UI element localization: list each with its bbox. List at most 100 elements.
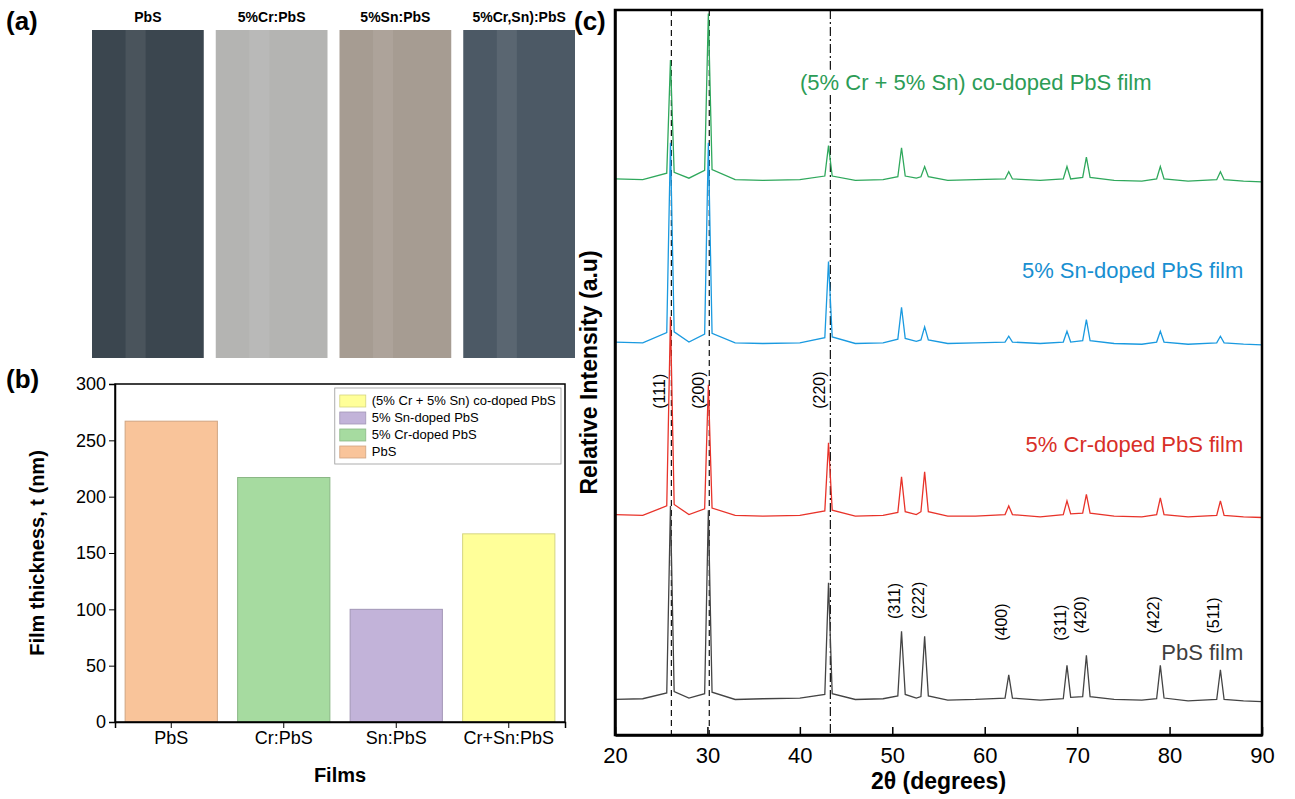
peak-label: (511) bbox=[1205, 597, 1222, 633]
panel-letter: (c) bbox=[574, 6, 606, 36]
peak-label: (311) bbox=[886, 583, 903, 619]
peak-label: (111) bbox=[651, 374, 668, 409]
x-axis-tick-mark bbox=[1169, 727, 1171, 735]
x-axis-tick: PbS bbox=[154, 722, 188, 748]
y-axis bbox=[615, 11, 616, 736]
x-axis: PbSCr:PbSSn:PbSCr+Sn:PbS bbox=[116, 722, 566, 748]
x-axis-tick-mark bbox=[892, 727, 894, 735]
peak-label: (311) bbox=[1052, 605, 1069, 641]
y-axis-tick-mark bbox=[109, 440, 115, 441]
bar bbox=[463, 534, 555, 722]
x-axis-tick: 50 bbox=[881, 727, 905, 768]
x-axis-tick-mark bbox=[800, 727, 802, 735]
x-axis-tick-label: 50 bbox=[881, 743, 905, 768]
y-axis-title: Film thickness, t (nm) bbox=[26, 450, 48, 656]
peak-label: (200) bbox=[690, 371, 707, 408]
y-axis-tick-mark bbox=[109, 666, 115, 667]
x-axis-tick: 40 bbox=[788, 727, 812, 768]
panel-letter: (a) bbox=[6, 6, 38, 36]
x-axis-tick-label: 20 bbox=[603, 743, 627, 768]
x-axis-tick-label: PbS bbox=[154, 728, 188, 748]
legend-swatch bbox=[340, 412, 366, 424]
legend-item: (5% Cr + 5% Sn) co-doped PbS bbox=[340, 393, 556, 408]
x-axis: 20 30 40 50 60 70 80 90 bbox=[603, 727, 1274, 768]
y-axis-tick: 0 bbox=[96, 712, 115, 732]
film-photo-sheen bbox=[497, 30, 517, 358]
x-axis-tick-mark bbox=[707, 727, 709, 735]
legend-label: 5% Cr-doped PbS bbox=[372, 427, 477, 442]
x-axis-tick-label: 70 bbox=[1065, 743, 1089, 768]
bar bbox=[125, 421, 217, 722]
x-axis-title: 2θ (degrees) bbox=[871, 768, 1006, 794]
x-axis-tick: 90 bbox=[1250, 727, 1274, 768]
y-axis-tick: 250 bbox=[76, 431, 115, 451]
x-axis-tick: 70 bbox=[1065, 727, 1089, 768]
series-label: (5% Cr + 5% Sn) co-doped PbS film bbox=[800, 70, 1152, 95]
x-axis-tick: Cr:PbS bbox=[255, 722, 313, 748]
film-label: 5%Cr:PbS bbox=[238, 9, 306, 25]
film-photos: PbS5%Cr:PbS5%Sn:PbS5%Cr,Sn):PbS bbox=[92, 9, 575, 358]
y-axis-tick-mark bbox=[109, 553, 115, 554]
x-axis-tick: Sn:PbS bbox=[366, 722, 427, 748]
y-axis-tick-label: 50 bbox=[86, 656, 106, 676]
reference-line bbox=[709, 10, 710, 735]
legend-item: PbS bbox=[340, 444, 397, 459]
legend-box bbox=[335, 388, 561, 464]
x-axis-tick-mark bbox=[1262, 727, 1264, 735]
y-axis-tick-label: 250 bbox=[76, 431, 106, 451]
x-axis-tick-label: 40 bbox=[788, 743, 812, 768]
y-axis-tick-mark bbox=[109, 609, 115, 610]
y-axis-title: Relative Intensity (a.u) bbox=[576, 250, 602, 494]
y-axis-tick-mark bbox=[109, 722, 115, 723]
film-photo bbox=[340, 30, 452, 358]
y-axis: 0 50 100 150 200 250 300 bbox=[76, 374, 116, 732]
y-axis-tick: 100 bbox=[76, 600, 115, 620]
plot-frame bbox=[615, 10, 1262, 735]
film-photo bbox=[216, 30, 328, 358]
film-photo-sheen bbox=[126, 30, 146, 358]
legend-swatch bbox=[340, 429, 366, 441]
pattern-line bbox=[615, 506, 1262, 702]
y-axis-tick-label: 150 bbox=[76, 543, 106, 563]
series-label: 5% Cr-doped PbS film bbox=[1026, 432, 1244, 457]
peak-label: (420) bbox=[1072, 596, 1089, 633]
pattern-line bbox=[615, 14, 1262, 182]
bar bbox=[350, 609, 442, 722]
x-axis-tick: 80 bbox=[1158, 727, 1182, 768]
x-axis-tick-label: Cr:PbS bbox=[255, 728, 313, 748]
x-axis-tick-label: 90 bbox=[1250, 743, 1274, 768]
plot-area bbox=[615, 10, 1262, 735]
legend-item: 5% Sn-doped PbS bbox=[340, 410, 479, 425]
label-patch bbox=[798, 70, 1154, 95]
figure: (a) PbS 5%Cr:PbS 5%Sn:PbS 5%Cr,Sn):PbS (b) 0 50… bbox=[0, 0, 1295, 799]
x-axis-tick: 30 bbox=[696, 727, 720, 768]
peak-label: (220) bbox=[811, 371, 828, 408]
y-axis-line bbox=[109, 385, 116, 723]
x-axis-tick-label: 30 bbox=[696, 743, 720, 768]
film-label: 5%Cr,Sn):PbS bbox=[472, 9, 565, 25]
y-axis-tick-label: 300 bbox=[76, 374, 106, 394]
x-axis-tick-label: 80 bbox=[1158, 743, 1182, 768]
x-axis-tick-mark bbox=[984, 727, 986, 735]
legend-label: 5% Sn-doped PbS bbox=[372, 410, 479, 425]
legend: (5% Cr + 5% Sn) co-doped PbS 5% Sn-doped … bbox=[335, 388, 561, 464]
pattern-line bbox=[615, 317, 1262, 518]
film-label: 5%Sn:PbS bbox=[360, 9, 430, 25]
y-axis-tick-mark bbox=[109, 497, 115, 498]
peak-label: (222) bbox=[910, 582, 927, 619]
series-label: 5% Sn-doped PbS film bbox=[1022, 258, 1243, 283]
legend-label: (5% Cr + 5% Sn) co-doped PbS bbox=[372, 393, 556, 408]
y-axis-tick: 150 bbox=[76, 543, 115, 563]
x-axis-tick-label: 60 bbox=[973, 743, 997, 768]
y-axis-tick: 200 bbox=[76, 487, 115, 507]
x-axis-tick: 60 bbox=[973, 727, 997, 768]
y-axis-tick: 300 bbox=[76, 374, 115, 394]
legend-swatch bbox=[340, 395, 366, 407]
y-axis-tick-mark bbox=[109, 384, 115, 385]
peak-label: (422) bbox=[1145, 596, 1162, 633]
panel-letter: (b) bbox=[6, 364, 39, 394]
pattern-line bbox=[615, 143, 1262, 345]
y-axis-tick-label: 200 bbox=[76, 487, 106, 507]
film-photo-sheen bbox=[249, 30, 269, 358]
legend-label: PbS bbox=[372, 444, 397, 459]
